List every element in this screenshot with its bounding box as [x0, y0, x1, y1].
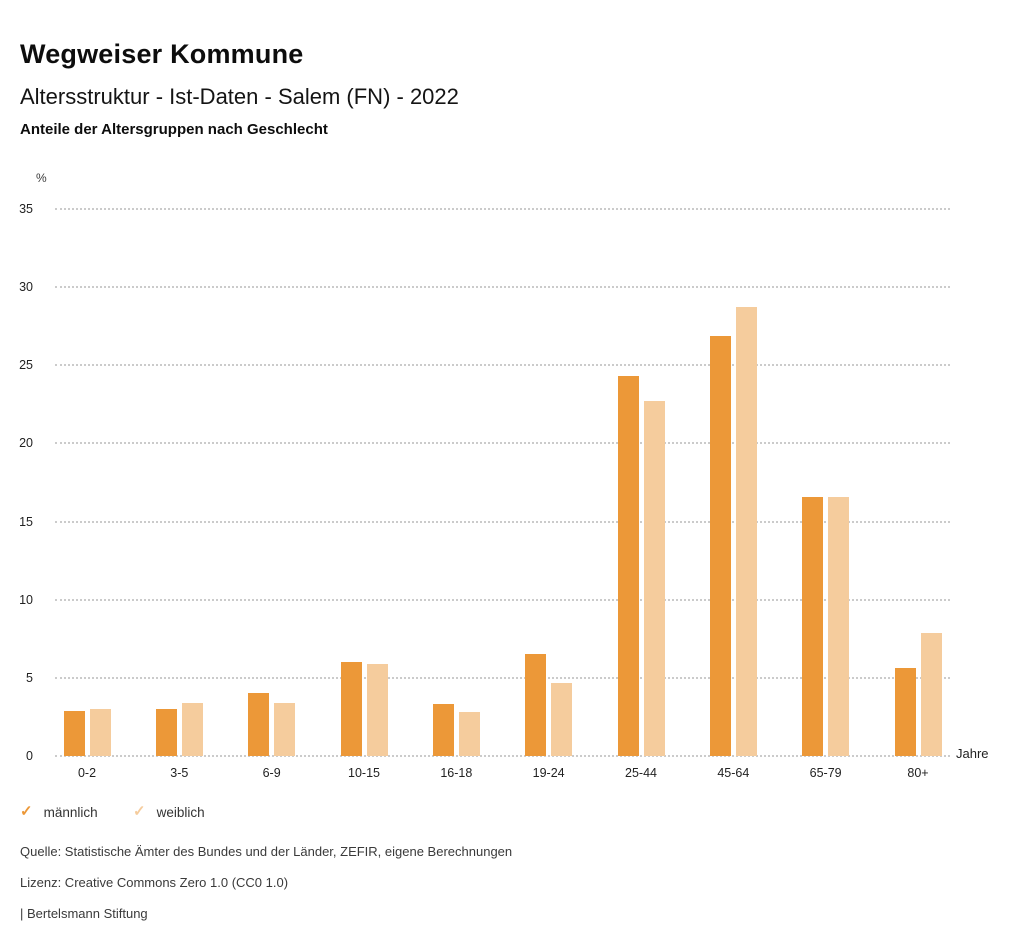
check-icon: ✓ — [133, 803, 146, 820]
bar-männlich-10-15 — [340, 662, 362, 756]
y-tick-20: 20 — [19, 436, 33, 451]
bar-männlich-6-9 — [248, 693, 270, 756]
gridline-5 — [55, 676, 950, 679]
bar-weiblich-45-64 — [735, 307, 757, 756]
x-tick-45-64: 45-64 — [717, 766, 750, 780]
source-text: Quelle: Statistische Ämter des Bundes un… — [20, 844, 513, 859]
bar-weiblich-0-2 — [89, 709, 111, 756]
y-tick-30: 30 — [19, 280, 33, 295]
y-axis-unit-label: % — [36, 171, 47, 185]
y-tick-25: 25 — [19, 358, 33, 373]
bar-männlich-16-18 — [432, 704, 454, 756]
y-tick-35: 35 — [19, 202, 33, 216]
x-tick-65-79: 65-79 — [809, 766, 842, 780]
attribution-text: | Bertelsmann Stiftung — [20, 906, 148, 921]
x-tick-6-9: 6-9 — [262, 766, 281, 780]
x-tick-10-15: 10-15 — [348, 766, 380, 780]
legend-item-weiblich[interactable]: ✓ weiblich — [133, 803, 205, 821]
bar-männlich-25-44 — [617, 376, 639, 756]
bar-männlich-0-2 — [63, 710, 85, 756]
license-text: Lizenz: Creative Commons Zero 1.0 (CC0 1… — [20, 875, 289, 890]
legend-item-maennlich[interactable]: ✓ männlich — [20, 803, 98, 821]
chart-title: Altersstruktur - Ist-Daten - Salem (FN) … — [20, 84, 459, 110]
bar-weiblich-65-79 — [828, 496, 850, 756]
x-axis-unit-label: Jahre — [956, 746, 989, 761]
x-tick-16-18: 16-18 — [440, 766, 473, 780]
y-tick-0: 0 — [26, 749, 33, 763]
bar-männlich-3-5 — [155, 709, 177, 756]
x-tick-3-5: 3-5 — [170, 766, 189, 780]
gridline-25 — [55, 364, 950, 367]
gridline-20 — [55, 442, 950, 445]
x-tick-80+: 80+ — [907, 766, 929, 780]
legend: ✓ männlich ✓ weiblich — [0, 803, 400, 825]
legend-label-maennlich: männlich — [43, 804, 98, 820]
bar-weiblich-25-44 — [643, 401, 665, 756]
bar-weiblich-19-24 — [551, 682, 573, 756]
gridline-15 — [55, 520, 950, 523]
legend-label-weiblich: weiblich — [156, 804, 205, 820]
gridline-0 — [55, 755, 950, 757]
gridline-30 — [55, 286, 950, 289]
chart-caption: Anteile der Altersgruppen nach Geschlech… — [20, 121, 328, 138]
x-tick-25-44: 25-44 — [625, 766, 657, 780]
bar-weiblich-10-15 — [366, 663, 388, 756]
bar-weiblich-80+ — [920, 632, 942, 756]
x-tick-19-24: 19-24 — [532, 766, 565, 780]
y-tick-10: 10 — [19, 592, 33, 607]
bar-weiblich-16-18 — [458, 712, 480, 756]
gridline-10 — [55, 598, 950, 601]
bar-männlich-19-24 — [525, 654, 547, 756]
y-tick-15: 15 — [19, 514, 33, 529]
x-tick-0-2: 0-2 — [77, 766, 97, 780]
check-icon: ✓ — [20, 803, 33, 820]
bar-weiblich-6-9 — [274, 702, 296, 756]
bar-männlich-65-79 — [802, 496, 824, 756]
bar-männlich-45-64 — [709, 335, 731, 756]
bar-weiblich-3-5 — [181, 702, 203, 756]
bar-männlich-80+ — [894, 668, 916, 756]
y-tick-5: 5 — [26, 670, 33, 685]
gridline-35 — [55, 208, 950, 210]
page-title: Wegweiser Kommune — [20, 39, 304, 70]
